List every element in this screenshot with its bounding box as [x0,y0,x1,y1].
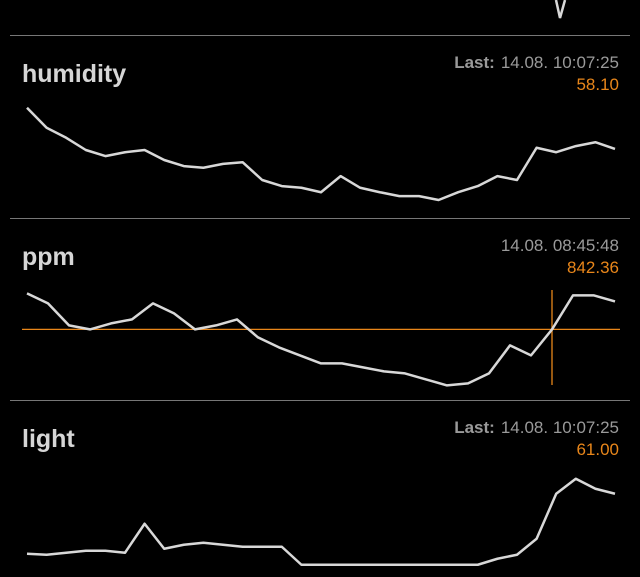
sparkline [26,106,616,202]
timestamp: 14.08. 08:45:48 [501,236,619,255]
panel-time: Last: 14.08. 10:07:25 [454,418,619,437]
panel-value: 58.10 [576,75,619,94]
sparkline [26,477,616,566]
last-label: Last: [454,53,495,72]
panel-title: light [22,425,75,453]
last-label: Last: [454,418,495,437]
panel-title: ppm [22,243,75,271]
timestamp: 14.08. 10:07:25 [501,53,619,72]
panel-value: 842.36 [567,258,619,277]
previous-chart-tail [554,0,567,19]
panel-time: Last: 14.08. 10:07:25 [454,53,619,72]
timestamp: 14.08. 10:07:25 [501,418,619,437]
panel-time: 14.08. 08:45:48 [501,236,619,255]
sparkline [26,292,616,387]
panel-title: humidity [22,60,126,88]
panel-value: 61.00 [576,440,619,459]
